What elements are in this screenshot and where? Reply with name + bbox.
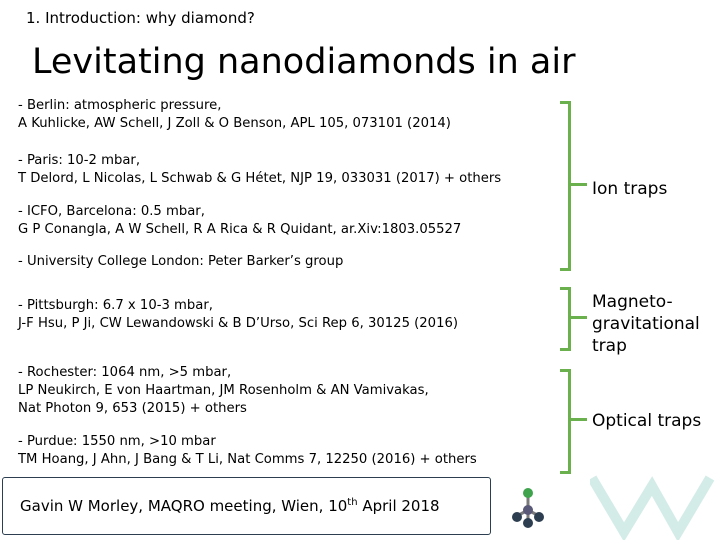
ion-traps-tick (571, 183, 587, 186)
magneto-label-line2: gravitational (592, 314, 700, 334)
ref-paris-line1: - Paris: 10-2 mbar, (18, 153, 141, 168)
footer-text-end: April 2018 (357, 497, 440, 515)
nv-center-molecule-icon (512, 488, 544, 528)
ion-traps-label: Ion traps (592, 179, 668, 199)
ref-pittsburgh: - Pittsburgh: 6.7 x 10-3 mbar, J-F Hsu, … (18, 297, 458, 333)
ion-traps-bracket (560, 101, 571, 271)
ref-berlin-line1: - Berlin: atmospheric pressure, (18, 98, 222, 113)
ref-ucl: - University College London: Peter Barke… (18, 253, 343, 271)
magneto-label: Magneto- gravitational trap (592, 291, 700, 357)
footer-box (2, 477, 491, 535)
ref-paris-line2: T Delord, L Nicolas, L Schwab & G Hétet,… (18, 171, 502, 186)
ref-pittsburgh-line2: J-F Hsu, P Ji, CW Lewandowski & B D’Urso… (18, 316, 458, 331)
slide-title: Levitating nanodiamonds in air (32, 42, 576, 82)
magneto-label-line1: Magneto- (592, 292, 673, 312)
ref-icfo-line1: - ICFO, Barcelona: 0.5 mbar, (18, 204, 205, 219)
ref-icfo: - ICFO, Barcelona: 0.5 mbar, G P Conangl… (18, 203, 461, 239)
warwick-logo-icon (590, 475, 715, 540)
ref-purdue-line2: TM Hoang, J Ahn, J Bang & T Li, Nat Comm… (18, 452, 477, 467)
ref-rochester-line3: Nat Photon 9, 653 (2015) + others (18, 401, 247, 416)
ref-rochester-line1: - Rochester: 1064 nm, >5 mbar, (18, 365, 232, 380)
magneto-label-line3: trap (592, 336, 627, 356)
ref-icfo-line2: G P Conangla, A W Schell, R A Rica & R Q… (18, 222, 462, 237)
magneto-tick (571, 316, 587, 319)
ref-purdue: - Purdue: 1550 nm, >10 mbar TM Hoang, J … (18, 433, 477, 469)
optical-traps-label: Optical traps (592, 411, 702, 431)
ref-rochester: - Rochester: 1064 nm, >5 mbar, LP Neukir… (18, 364, 429, 418)
optical-bracket (560, 369, 571, 474)
ref-rochester-line2: LP Neukirch, E von Haartman, JM Rosenhol… (18, 383, 429, 398)
footer-text: Gavin W Morley, MAQRO meeting, Wien, 10t… (20, 497, 440, 515)
optical-tick (571, 418, 587, 421)
ref-berlin: - Berlin: atmospheric pressure, A Kuhlic… (18, 97, 451, 133)
magneto-bracket (560, 287, 571, 351)
ref-purdue-line1: - Purdue: 1550 nm, >10 mbar (18, 434, 216, 449)
section-label: 1. Introduction: why diamond? (26, 9, 255, 27)
ref-ucl-line1: - University College London: Peter Barke… (18, 254, 344, 269)
ref-pittsburgh-line1: - Pittsburgh: 6.7 x 10-3 mbar, (18, 298, 213, 313)
ref-berlin-line2: A Kuhlicke, AW Schell, J Zoll & O Benson… (18, 116, 451, 131)
footer-text-main: Gavin W Morley, MAQRO meeting, Wien, 10 (20, 497, 348, 515)
footer-text-sup: th (347, 497, 358, 508)
ref-paris: - Paris: 10-2 mbar, T Delord, L Nicolas,… (18, 152, 501, 188)
